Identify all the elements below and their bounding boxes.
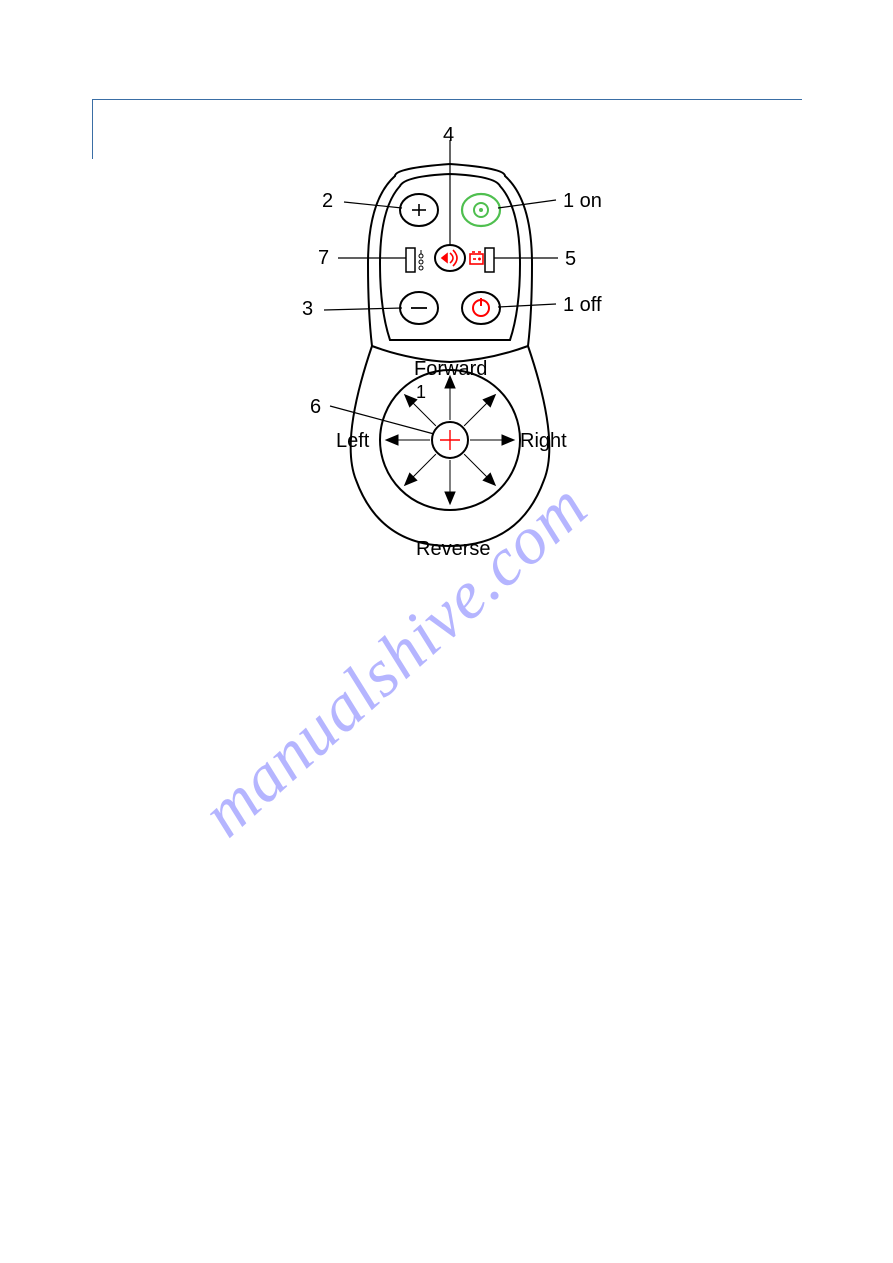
battery-icon <box>470 252 483 264</box>
power-off-button <box>462 292 500 324</box>
horn-icon <box>442 250 457 266</box>
top-rule <box>92 99 802 100</box>
page: manualshive.com 4 2 1 on 7 5 3 1 off 6 1… <box>0 0 893 1263</box>
speed-led-bar <box>406 248 423 272</box>
left-rule <box>92 99 93 159</box>
controller-diagram <box>300 140 610 575</box>
power-on-button <box>462 194 500 226</box>
battery-led-bar <box>470 248 494 272</box>
plus-button <box>400 194 438 226</box>
horn-button <box>435 245 465 271</box>
speed-icon <box>419 250 423 270</box>
minus-button <box>400 292 438 324</box>
controller-svg <box>300 140 610 570</box>
joystick <box>380 370 520 510</box>
